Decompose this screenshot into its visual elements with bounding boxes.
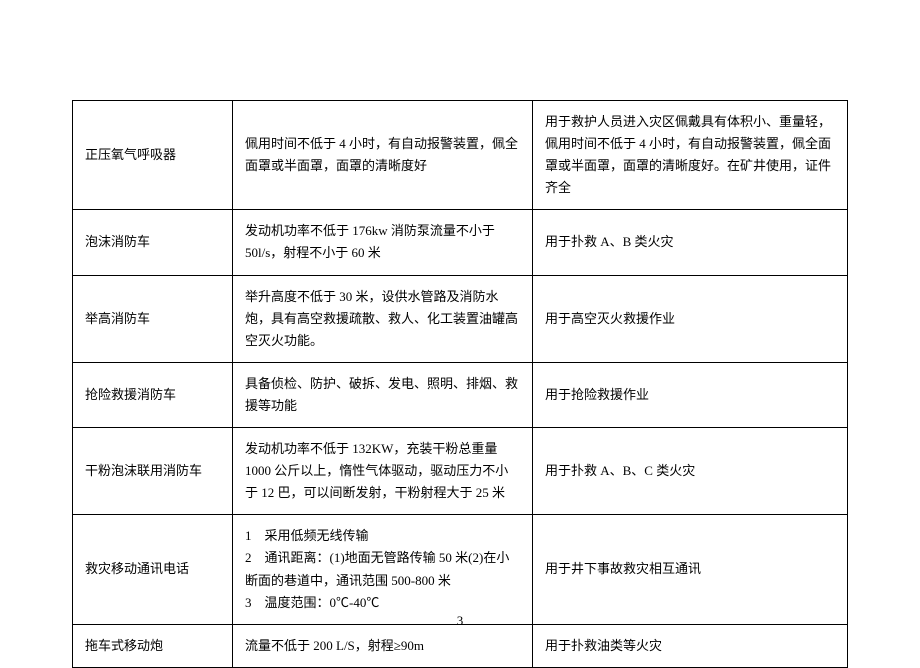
equipment-specs-table: 正压氧气呼吸器 佩用时间不低于 4 小时，有自动报警装置，佩全面罩或半面罩，面罩… xyxy=(72,100,848,668)
equipment-spec-cell: 举升高度不低于 30 米，设供水管路及消防水炮，具有高空救援疏散、救人、化工装置… xyxy=(233,275,533,362)
equipment-name-cell: 救灾移动通讯电话 xyxy=(73,515,233,624)
table-row: 抢险救援消防车 具备侦检、防护、破拆、发电、照明、排烟、救援等功能 用于抢险救援… xyxy=(73,362,848,427)
equipment-usage-cell: 用于扑救油类等火灾 xyxy=(533,624,848,667)
equipment-spec-cell: 具备侦检、防护、破拆、发电、照明、排烟、救援等功能 xyxy=(233,362,533,427)
equipment-name-cell: 拖车式移动炮 xyxy=(73,624,233,667)
equipment-usage-cell: 用于救护人员进入灾区佩戴具有体积小、重量轻，佩用时间不低于 4 小时，有自动报警… xyxy=(533,101,848,210)
equipment-name-cell: 干粉泡沫联用消防车 xyxy=(73,428,233,515)
spec-line: 2 通讯距离：(1)地面无管路传输 50 米(2)在小断面的巷道中，通讯范围 5… xyxy=(245,547,520,591)
equipment-spec-cell: 发动机功率不低于 132KW，充装干粉总重量 1000 公斤以上，惰性气体驱动，… xyxy=(233,428,533,515)
equipment-usage-cell: 用于扑救 A、B 类火灾 xyxy=(533,210,848,275)
equipment-usage-cell: 用于井下事故救灾相互通讯 xyxy=(533,515,848,624)
spec-line: 3 温度范围：0℃-40℃ xyxy=(245,592,520,614)
equipment-usage-cell: 用于高空灭火救援作业 xyxy=(533,275,848,362)
table-row: 正压氧气呼吸器 佩用时间不低于 4 小时，有自动报警装置，佩全面罩或半面罩，面罩… xyxy=(73,101,848,210)
equipment-name-cell: 举高消防车 xyxy=(73,275,233,362)
page-number: 3 xyxy=(457,613,464,629)
spec-line: 1 采用低频无线传输 xyxy=(245,525,520,547)
table-row: 拖车式移动炮 流量不低于 200 L/S，射程≥90m 用于扑救油类等火灾 xyxy=(73,624,848,667)
table-row: 救灾移动通讯电话 1 采用低频无线传输 2 通讯距离：(1)地面无管路传输 50… xyxy=(73,515,848,624)
equipment-spec-cell: 流量不低于 200 L/S，射程≥90m xyxy=(233,624,533,667)
equipment-name-cell: 抢险救援消防车 xyxy=(73,362,233,427)
equipment-usage-cell: 用于扑救 A、B、C 类火灾 xyxy=(533,428,848,515)
equipment-name-cell: 泡沫消防车 xyxy=(73,210,233,275)
table-row: 干粉泡沫联用消防车 发动机功率不低于 132KW，充装干粉总重量 1000 公斤… xyxy=(73,428,848,515)
equipment-spec-cell: 1 采用低频无线传输 2 通讯距离：(1)地面无管路传输 50 米(2)在小断面… xyxy=(233,515,533,624)
equipment-spec-cell: 佩用时间不低于 4 小时，有自动报警装置，佩全面罩或半面罩，面罩的清晰度好 xyxy=(233,101,533,210)
equipment-spec-cell: 发动机功率不低于 176kw 消防泵流量不小于 50l/s，射程不小于 60 米 xyxy=(233,210,533,275)
table-row: 举高消防车 举升高度不低于 30 米，设供水管路及消防水炮，具有高空救援疏散、救… xyxy=(73,275,848,362)
table-row: 泡沫消防车 发动机功率不低于 176kw 消防泵流量不小于 50l/s，射程不小… xyxy=(73,210,848,275)
equipment-name-cell: 正压氧气呼吸器 xyxy=(73,101,233,210)
equipment-usage-cell: 用于抢险救援作业 xyxy=(533,362,848,427)
